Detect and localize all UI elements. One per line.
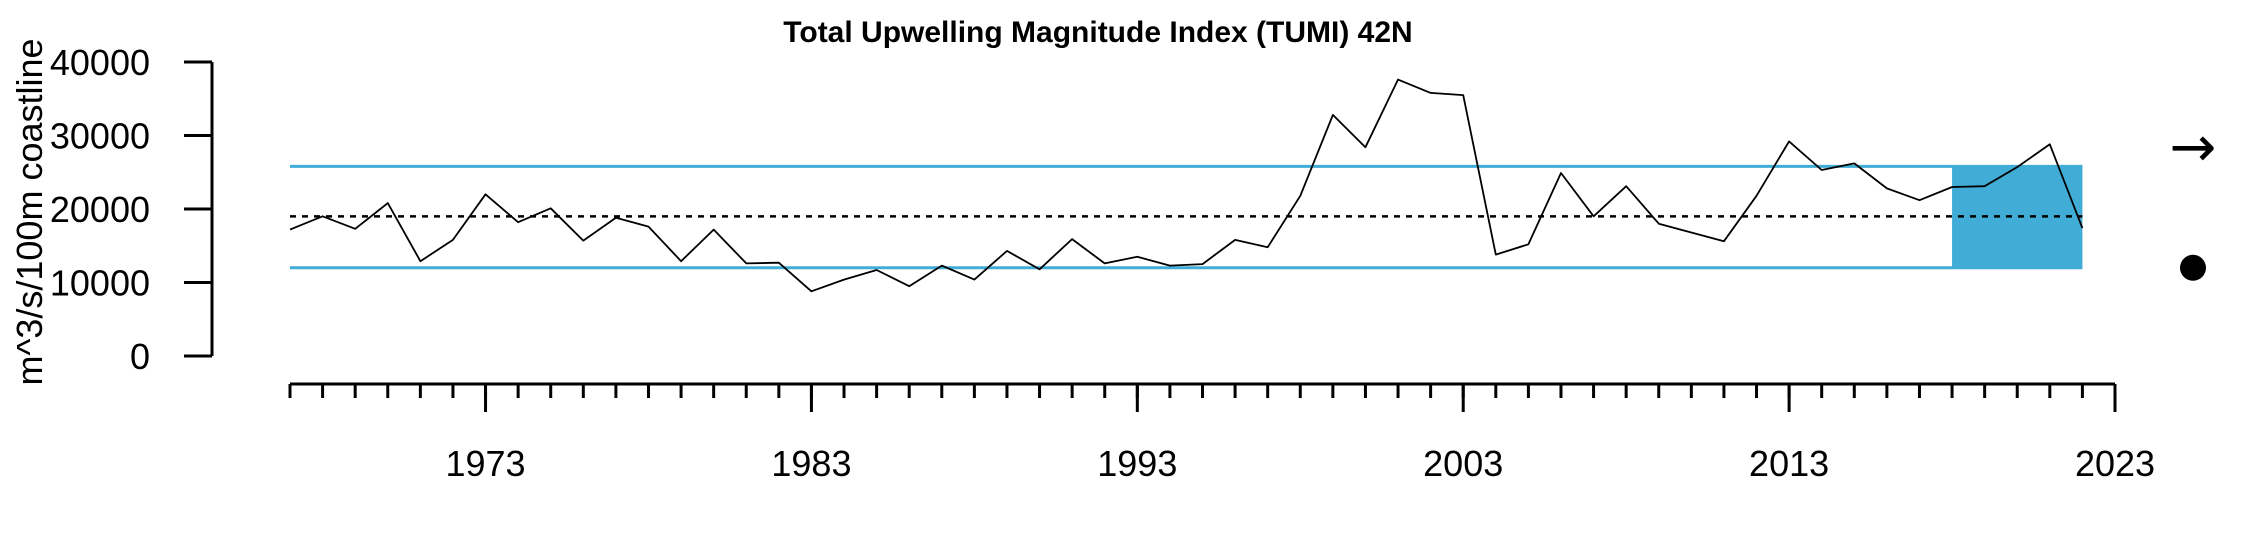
axes: 0 10000 20000 30000 40000 1973 1983 1993 2003 201… xyxy=(50,42,2155,484)
y-tick-label: 20000 xyxy=(50,189,150,230)
series xyxy=(289,78,2084,293)
x-tick-label: 2023 xyxy=(2075,443,2155,484)
y-axis-label: m^3/s/100m coastline xyxy=(9,38,50,385)
mean-dot-icon xyxy=(2180,254,2206,281)
x-tick-label: 1983 xyxy=(771,443,851,484)
y-tick-label: 40000 xyxy=(50,42,150,83)
x-tick-label: 2013 xyxy=(1749,443,1829,484)
y-tick-label: 30000 xyxy=(50,116,150,157)
x-tick-label: 2003 xyxy=(1423,443,1503,484)
trend-arrow-icon: → xyxy=(2170,115,2217,180)
y-tick-label: 10000 xyxy=(50,263,150,304)
trend-symbols: → xyxy=(2170,115,2217,281)
sd-bands xyxy=(290,164,2083,270)
x-tick-label: 1993 xyxy=(1097,443,1177,484)
x-tick-label: 1973 xyxy=(445,443,525,484)
chart-title: Total Upwelling Magnitude Index (TUMI) 4… xyxy=(783,16,1412,49)
y-tick-label: 0 xyxy=(130,336,150,377)
data-line xyxy=(289,78,2084,293)
